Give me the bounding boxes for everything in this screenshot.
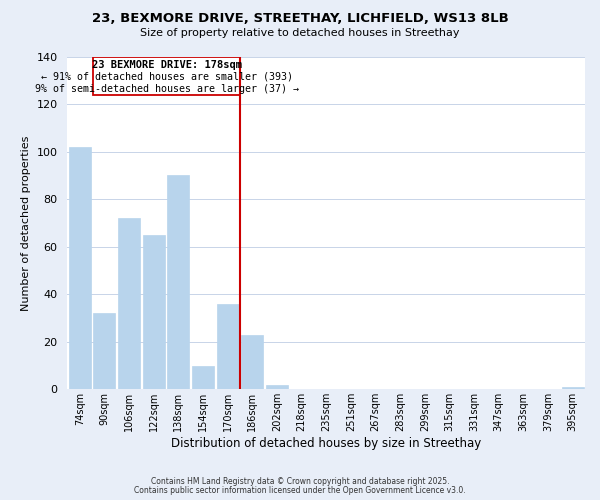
Text: Size of property relative to detached houses in Streethay: Size of property relative to detached ho…	[140, 28, 460, 38]
Text: 23 BEXMORE DRIVE: 178sqm: 23 BEXMORE DRIVE: 178sqm	[92, 60, 242, 70]
Bar	[118, 218, 140, 390]
Text: ← 91% of detached houses are smaller (393): ← 91% of detached houses are smaller (39…	[41, 72, 293, 82]
Y-axis label: Number of detached properties: Number of detached properties	[21, 135, 31, 310]
Bar	[93, 313, 115, 390]
Text: Contains public sector information licensed under the Open Government Licence v3: Contains public sector information licen…	[134, 486, 466, 495]
Bar	[217, 304, 239, 390]
Text: 23, BEXMORE DRIVE, STREETHAY, LICHFIELD, WS13 8LB: 23, BEXMORE DRIVE, STREETHAY, LICHFIELD,…	[92, 12, 508, 26]
Bar	[266, 384, 288, 390]
Text: Contains HM Land Registry data © Crown copyright and database right 2025.: Contains HM Land Registry data © Crown c…	[151, 477, 449, 486]
Bar	[192, 366, 214, 390]
FancyBboxPatch shape	[93, 56, 240, 94]
X-axis label: Distribution of detached houses by size in Streethay: Distribution of detached houses by size …	[171, 437, 481, 450]
Text: 9% of semi-detached houses are larger (37) →: 9% of semi-detached houses are larger (3…	[35, 84, 299, 94]
Bar	[241, 334, 263, 390]
Bar	[562, 387, 584, 390]
Bar	[68, 147, 91, 390]
Bar	[167, 176, 190, 390]
Bar	[143, 235, 165, 390]
